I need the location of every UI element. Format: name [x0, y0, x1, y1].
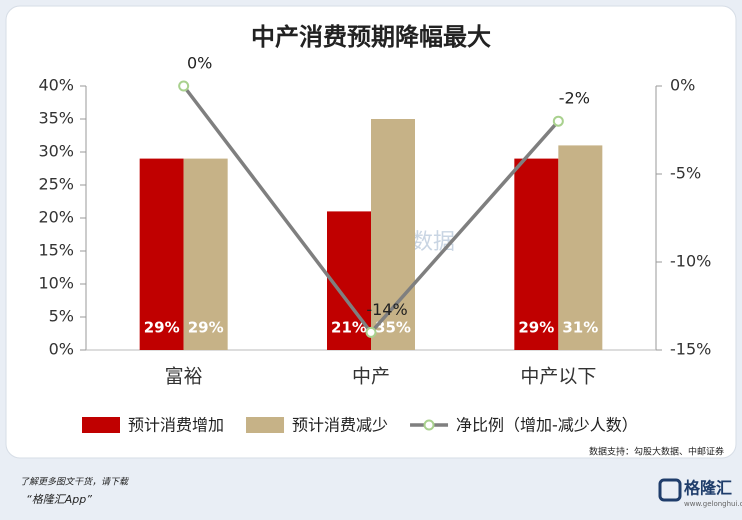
source: 数据支持：勾股大数据、中邮证券: [589, 446, 724, 458]
footer-url: www.gelonghui.com: [684, 500, 742, 508]
bar: [139, 158, 184, 350]
y-tick-label: 5%: [49, 307, 74, 326]
net-value-label: 0%: [187, 54, 212, 73]
y-tick-label: 10%: [38, 274, 74, 293]
y-tick-label: 20%: [38, 208, 74, 227]
y2-tick-label: 0%: [670, 76, 695, 95]
bar-value-label: 35%: [375, 319, 411, 337]
net-value-label: -2%: [559, 89, 590, 108]
logo-icon: [658, 478, 682, 502]
net-marker: [552, 115, 564, 127]
legend-marker: [423, 419, 435, 431]
legend-swatch: [246, 417, 285, 433]
y-tick-label: 25%: [38, 175, 74, 194]
legend-label: 净比例（增加-减少人数）: [456, 416, 638, 435]
bar: [558, 145, 603, 350]
chart-title: 中产消费预期降幅最大: [251, 23, 491, 51]
y-tick-label: 15%: [38, 241, 74, 260]
bar: [327, 211, 371, 350]
bar-value-label: 29%: [518, 319, 554, 337]
bar-value-label: 29%: [188, 319, 224, 337]
bar: [514, 158, 559, 350]
legend-label: 预计消费增加: [128, 416, 224, 435]
y-tick-label: 35%: [38, 109, 74, 128]
legend-label: 预计消费减少: [292, 416, 388, 435]
x-tick-label: 富裕: [165, 366, 203, 388]
y-tick-label: 0%: [49, 340, 74, 359]
net-value-label: -14%: [366, 300, 407, 319]
x-tick-label: 中产以下: [520, 366, 596, 388]
bar-value-label: 29%: [144, 319, 180, 337]
bar-value-label: 21%: [331, 319, 367, 337]
footer-logo: 格隆汇: [684, 479, 732, 498]
bar: [183, 158, 228, 350]
footer-note: 了解更多图文干货，请下载: [20, 477, 129, 488]
bar: [371, 119, 415, 350]
net-marker: [178, 80, 190, 92]
y-tick-label: 30%: [38, 142, 74, 161]
footer-app: “格隆汇App”: [26, 493, 92, 506]
bar-value-label: 31%: [562, 319, 598, 337]
y-tick-label: 40%: [38, 76, 74, 95]
y2-tick-label: -15%: [670, 340, 711, 359]
x-tick-label: 中产: [352, 366, 390, 388]
legend-swatch: [82, 417, 120, 433]
y2-tick-label: -10%: [670, 252, 711, 271]
net-marker: [365, 326, 377, 338]
y2-tick-label: -5%: [670, 164, 701, 183]
